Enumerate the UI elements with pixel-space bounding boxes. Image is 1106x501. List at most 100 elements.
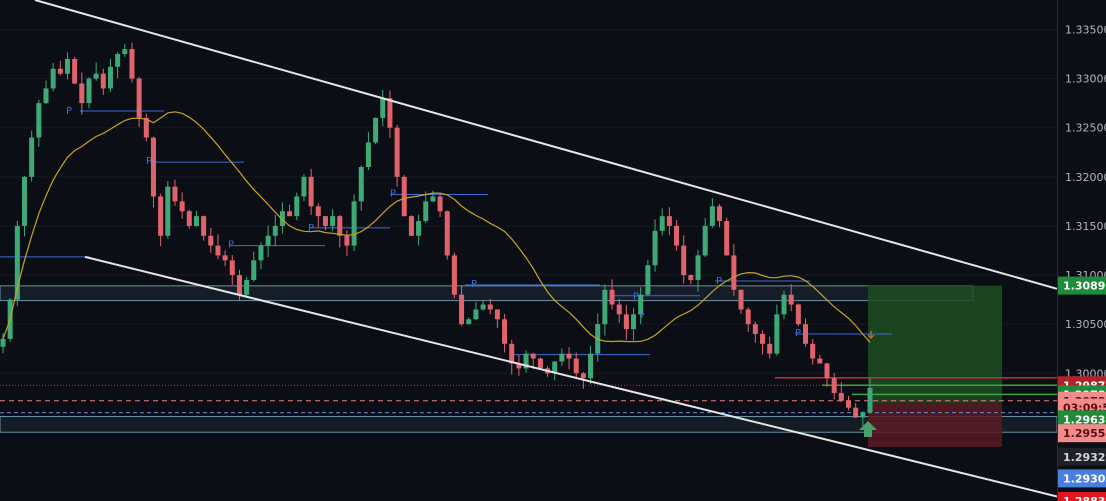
price-tag-label: 1.29632 (1063, 413, 1106, 426)
candle-body (294, 196, 300, 217)
candle-body (860, 412, 866, 418)
candle-body (380, 98, 386, 118)
candle-body (408, 216, 414, 236)
candle-body (717, 206, 723, 222)
down-arrow-icon (867, 331, 875, 339)
pivot-marker: P (308, 223, 314, 234)
candle-body (559, 353, 565, 362)
target-zone (868, 285, 1002, 403)
stop-zone (868, 402, 1002, 447)
resistance-zone (0, 285, 974, 302)
candle-body (107, 66, 113, 89)
price-tick-label: 1.33000 (1065, 73, 1106, 86)
pivot-marker: P (146, 156, 152, 167)
candle-body (516, 363, 522, 369)
buy-arrow-icon (859, 421, 877, 437)
pivot-marker: P (66, 106, 72, 117)
pivot-marker: P (228, 240, 234, 251)
candle-body (344, 235, 350, 246)
price-tags: 1.308931.298781.297851.2978103:09:581.29… (1058, 276, 1106, 501)
candle-body (666, 216, 672, 226)
pivot-marker: P (716, 276, 722, 287)
candle-body (265, 235, 271, 246)
candle-body (760, 334, 766, 344)
candle-body (337, 216, 343, 236)
pivot-marker: P (633, 292, 639, 303)
candle-body (165, 186, 171, 236)
candle-body (480, 304, 486, 310)
candle-body (509, 343, 515, 364)
candle-body (494, 309, 500, 320)
price-tag-label: 1.28835 (1063, 495, 1106, 501)
price-tag-label: 1.30893 (1063, 280, 1106, 293)
candle-body (158, 196, 164, 236)
candle-body (43, 88, 49, 104)
candle-body (143, 117, 149, 138)
candle-body (179, 201, 185, 212)
candle-body (659, 216, 665, 231)
candle-body (136, 78, 142, 118)
candle-body (186, 211, 192, 226)
candle-body (752, 324, 758, 334)
candle-body (831, 378, 837, 393)
candle-body (351, 201, 357, 246)
candle-body (652, 230, 658, 266)
candle-body (150, 137, 156, 197)
price-tag-label: 1.29308 (1063, 472, 1106, 485)
candle-body (258, 245, 264, 261)
price-tag (1058, 276, 1106, 295)
candle-body (566, 353, 572, 359)
candle-body (838, 392, 844, 401)
candle-body (279, 211, 285, 226)
candle-body (609, 289, 615, 305)
trend-channel[interactable] (34, 0, 1058, 498)
candle-body (824, 363, 830, 379)
candle-body (301, 176, 307, 197)
candle-body (373, 117, 379, 143)
candle-body (251, 260, 257, 280)
candle-body (236, 275, 242, 295)
candle-body (115, 54, 121, 67)
candle-body (788, 294, 794, 305)
candle-body (93, 73, 99, 79)
upper-channel-line (34, 0, 1058, 290)
candle-body (272, 225, 278, 236)
candle-body (315, 206, 321, 217)
candle-body (731, 255, 737, 290)
price-tag (1058, 410, 1106, 429)
price-tag (1058, 492, 1106, 501)
candle-body (86, 78, 92, 104)
candle-body (57, 68, 63, 74)
candle-body (845, 400, 852, 408)
zones (0, 285, 1058, 447)
candle-body (365, 142, 371, 167)
candle-body (50, 68, 56, 89)
up-arrow-icon (639, 311, 645, 318)
price-tick-label: 1.32500 (1065, 122, 1106, 135)
candle-body (394, 127, 400, 177)
price-tick-label: 1.30500 (1065, 318, 1106, 331)
candle-body (580, 373, 586, 379)
price-tag (1058, 447, 1106, 466)
candle-body (29, 137, 35, 177)
candle-body (473, 309, 479, 320)
candle-body (444, 211, 450, 256)
price-tag (1058, 469, 1106, 488)
pivot-marker: P (471, 279, 477, 290)
candle-body (229, 260, 235, 276)
candle-body (201, 216, 207, 236)
candle-body (416, 221, 422, 236)
candle-body (645, 265, 651, 295)
candlesticks (0, 42, 873, 427)
candle-body (817, 358, 823, 364)
candle-body (487, 304, 493, 310)
candle-body (502, 319, 508, 344)
candle-body (767, 343, 773, 354)
candle-body (14, 225, 20, 300)
pivot-marker: P (390, 189, 396, 200)
pivot-marker: P (795, 328, 801, 339)
candle-body (330, 216, 336, 226)
candle-body (423, 201, 429, 222)
candle-body (681, 245, 687, 276)
